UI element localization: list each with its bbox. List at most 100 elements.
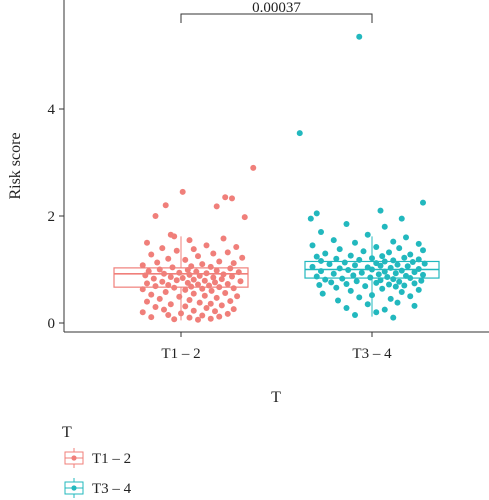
data-point — [222, 290, 229, 297]
y-tick-label: 0 — [48, 316, 56, 332]
data-point — [373, 279, 380, 286]
data-point — [390, 276, 397, 283]
data-point — [161, 306, 167, 313]
data-point — [230, 285, 237, 292]
data-point — [250, 164, 257, 171]
data-point — [353, 278, 360, 285]
data-point — [313, 210, 320, 217]
box-iqr — [113, 267, 249, 288]
data-point — [384, 273, 391, 280]
data-point — [398, 288, 405, 295]
data-point — [407, 275, 414, 282]
data-point — [156, 266, 163, 273]
data-point — [347, 252, 354, 259]
data-point — [313, 253, 320, 260]
data-point — [411, 269, 418, 276]
data-point — [201, 277, 208, 284]
data-point — [343, 221, 350, 228]
data-point — [369, 292, 375, 299]
data-point — [379, 285, 386, 292]
data-point — [333, 284, 340, 291]
data-point — [322, 276, 329, 283]
data-point — [227, 298, 234, 305]
data-point — [421, 260, 428, 267]
data-points — [139, 33, 428, 323]
bracket-line — [180, 13, 373, 23]
data-point — [190, 276, 197, 283]
legend-item-1: T1 – 2 — [64, 448, 131, 468]
data-point — [307, 215, 314, 222]
data-point — [213, 294, 220, 301]
data-point — [203, 242, 210, 249]
data-point — [229, 195, 235, 202]
data-point — [328, 279, 335, 286]
data-point — [401, 282, 408, 289]
data-point — [144, 239, 150, 246]
data-point — [176, 293, 183, 300]
significance-bracket: 0.00037 — [180, 0, 373, 23]
data-point — [193, 268, 200, 275]
data-point — [352, 262, 358, 269]
data-point — [373, 244, 380, 251]
data-point — [195, 253, 201, 260]
data-point — [167, 301, 174, 308]
data-point — [186, 314, 193, 321]
data-point — [364, 231, 371, 238]
data-point — [239, 254, 246, 261]
y-tick-label: 4 — [48, 102, 56, 118]
data-point — [229, 273, 235, 280]
data-point — [347, 287, 354, 294]
data-point — [319, 290, 326, 297]
data-point — [322, 250, 329, 257]
legend-title: T — [62, 424, 72, 441]
data-point — [335, 297, 341, 304]
data-point — [375, 271, 382, 278]
data-point — [387, 295, 394, 302]
data-point — [152, 213, 159, 219]
data-point — [207, 300, 214, 307]
data-point — [398, 215, 405, 222]
data-point — [195, 281, 201, 288]
data-point — [171, 284, 178, 291]
data-point — [156, 295, 163, 302]
data-point — [169, 264, 176, 271]
data-point — [373, 309, 380, 316]
data-point — [207, 315, 214, 322]
data-point — [216, 313, 223, 320]
data-point — [224, 310, 231, 317]
y-tick-label: 2 — [48, 209, 56, 225]
data-point — [196, 299, 203, 306]
data-point — [190, 290, 197, 297]
data-point — [139, 309, 146, 316]
data-point — [176, 269, 183, 276]
data-point — [179, 275, 186, 282]
data-point — [218, 302, 225, 309]
legend-item-2: T3 – 4 — [64, 478, 132, 498]
data-point — [199, 285, 206, 292]
x-tick-label: T1 – 2 — [161, 346, 200, 362]
data-point — [358, 269, 365, 276]
data-point — [159, 278, 166, 285]
data-point — [241, 214, 248, 221]
data-point — [356, 294, 363, 301]
data-point — [390, 314, 397, 321]
data-point — [159, 245, 166, 252]
data-point — [418, 277, 425, 284]
data-point — [220, 271, 227, 278]
data-point — [161, 270, 167, 277]
data-point — [390, 238, 397, 245]
legend: T T1 – 2 T3 – 4 — [62, 424, 132, 498]
data-point — [167, 273, 174, 280]
data-point — [152, 303, 159, 310]
data-point — [145, 268, 152, 275]
data-point — [396, 245, 403, 252]
data-point — [379, 253, 386, 260]
y-ticks: 0 2 4 — [48, 102, 64, 332]
data-point — [165, 311, 172, 318]
data-point — [345, 267, 352, 274]
data-point — [415, 256, 422, 263]
data-point — [392, 270, 399, 277]
data-point — [407, 251, 414, 258]
data-point — [387, 264, 394, 271]
data-point — [234, 293, 241, 300]
